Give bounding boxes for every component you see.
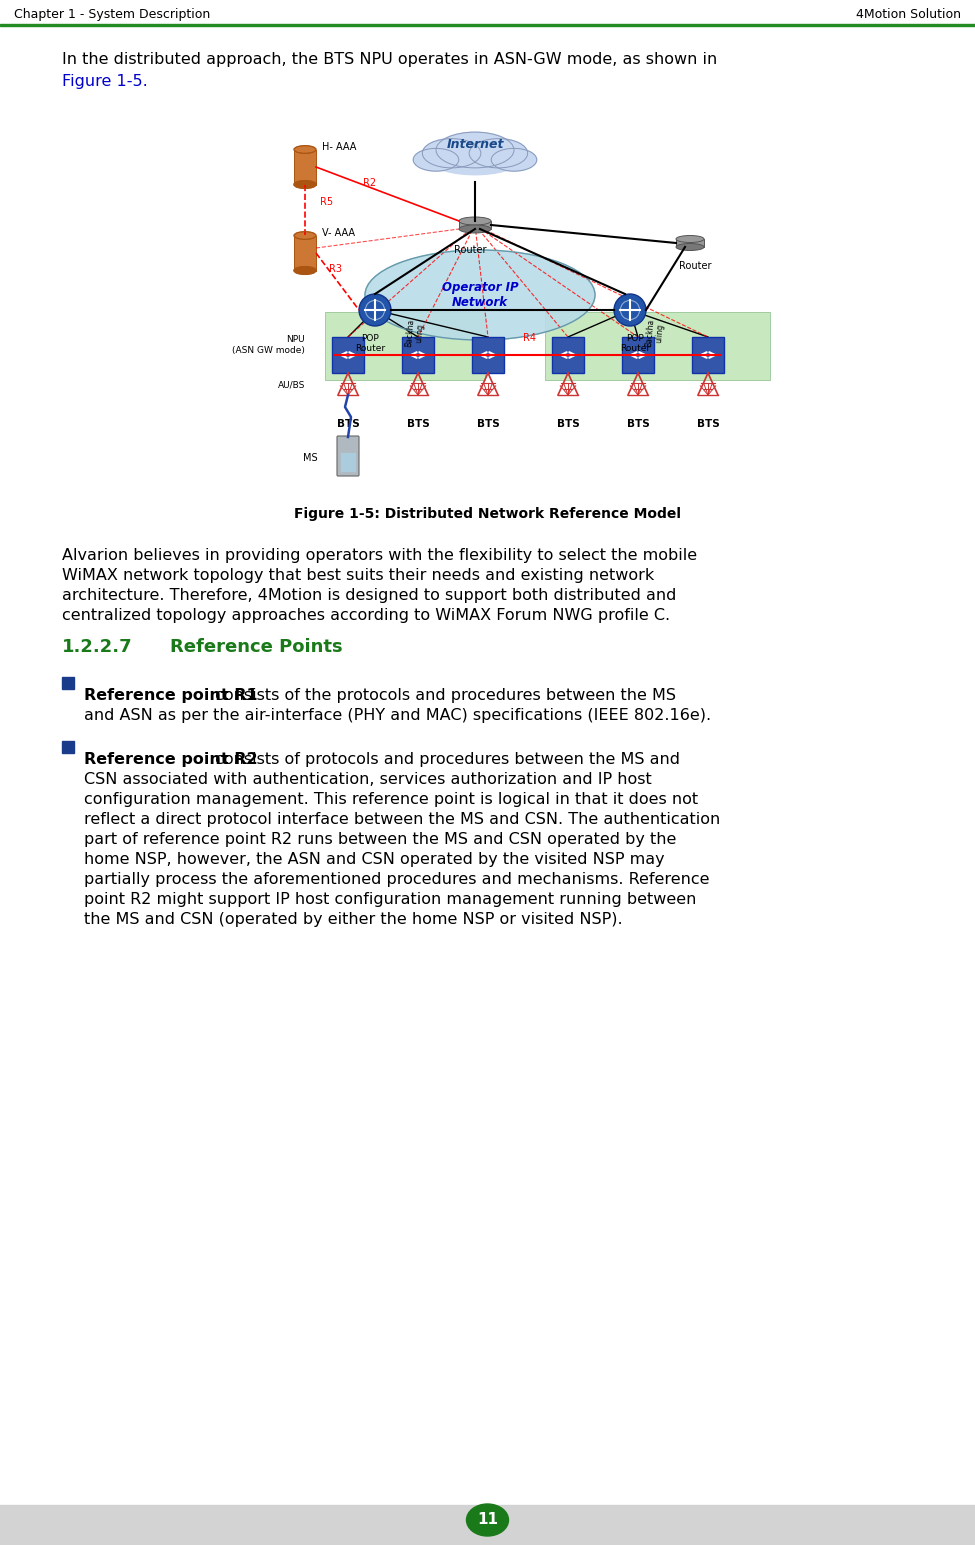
Text: Reference Points: Reference Points [170, 638, 342, 657]
Bar [294, 150, 316, 184]
Ellipse shape [436, 133, 514, 168]
Ellipse shape [491, 148, 537, 171]
Text: POP
Router: POP Router [620, 334, 650, 354]
Ellipse shape [294, 145, 316, 153]
Text: System Manual: System Manual [854, 1513, 961, 1526]
Text: centralized topology approaches according to WiMAX Forum NWG profile C.: centralized topology approaches accordin… [62, 609, 670, 623]
Text: R2: R2 [364, 178, 376, 188]
FancyBboxPatch shape [337, 436, 359, 476]
Text: architecture. Therefore, 4Motion is designed to support both distributed and: architecture. Therefore, 4Motion is desi… [62, 589, 677, 603]
Text: WiMAX network topology that best suits their needs and existing network: WiMAX network topology that best suits t… [62, 569, 654, 582]
Text: BTS: BTS [336, 419, 360, 430]
Text: Figure 1-5.: Figure 1-5. [62, 74, 148, 90]
Text: BTS: BTS [407, 419, 429, 430]
Ellipse shape [469, 139, 527, 168]
Text: consists of the protocols and procedures between the MS: consists of the protocols and procedures… [210, 688, 676, 703]
Bar [0, 23, 975, 26]
Ellipse shape [413, 148, 459, 171]
Ellipse shape [433, 148, 518, 175]
Bar [545, 312, 770, 380]
Text: BTS: BTS [696, 419, 720, 430]
Text: Chapter 1 - System Description: Chapter 1 - System Description [14, 8, 211, 22]
Text: 1.2.2.7: 1.2.2.7 [62, 638, 133, 657]
Text: Operator IP
Network: Operator IP Network [442, 281, 519, 309]
Bar [0, 1505, 975, 1545]
Bar [120, 94, 870, 494]
Text: Alvarion believes in providing operators with the flexibility to select the mobi: Alvarion believes in providing operators… [62, 548, 697, 562]
Ellipse shape [294, 267, 316, 275]
Text: Router: Router [679, 261, 711, 270]
Ellipse shape [294, 232, 316, 239]
Ellipse shape [676, 244, 704, 250]
Text: BTS: BTS [477, 419, 499, 430]
Text: NPU
(ASN GW mode): NPU (ASN GW mode) [232, 335, 305, 355]
Text: 4Motion: 4Motion [14, 1513, 70, 1526]
Bar [692, 337, 724, 372]
Circle shape [614, 294, 646, 326]
Text: part of reference point R2 runs between the MS and CSN operated by the: part of reference point R2 runs between … [84, 833, 677, 847]
Ellipse shape [466, 1503, 509, 1536]
Bar [62, 677, 74, 689]
Text: CSN associated with authentication, services authorization and IP host: CSN associated with authentication, serv… [84, 772, 651, 786]
Ellipse shape [459, 216, 491, 226]
Ellipse shape [365, 250, 595, 340]
Bar [62, 742, 74, 752]
Text: 11: 11 [477, 1513, 498, 1528]
Text: Reference point R1: Reference point R1 [84, 688, 257, 703]
Text: Internet: Internet [447, 139, 504, 151]
Ellipse shape [459, 226, 491, 233]
Circle shape [359, 294, 391, 326]
Text: R4: R4 [524, 334, 536, 343]
Text: In the distributed approach, the BTS NPU operates in ASN-GW mode, as shown in: In the distributed approach, the BTS NPU… [62, 53, 718, 66]
Bar [341, 453, 355, 471]
Text: AU/BS: AU/BS [278, 380, 305, 389]
Text: Router: Router [453, 246, 487, 255]
Bar [459, 221, 491, 229]
Text: BTS: BTS [557, 419, 579, 430]
Ellipse shape [294, 181, 316, 188]
Text: Backha
uling: Backha uling [404, 318, 426, 348]
Text: configuration management. This reference point is logical in that it does not: configuration management. This reference… [84, 793, 698, 806]
Bar [294, 235, 316, 270]
Text: consists of protocols and procedures between the MS and: consists of protocols and procedures bet… [210, 752, 680, 766]
Text: Reference point R2: Reference point R2 [84, 752, 257, 766]
Bar [676, 239, 704, 247]
Text: R3: R3 [329, 264, 341, 273]
Text: BTS: BTS [627, 419, 649, 430]
Text: H- AAA: H- AAA [322, 142, 357, 151]
Bar [402, 337, 434, 372]
Text: point R2 might support IP host configuration management running between: point R2 might support IP host configura… [84, 891, 696, 907]
Text: R5: R5 [320, 198, 333, 207]
Text: V- AAA: V- AAA [322, 229, 355, 238]
Text: and ASN as per the air-interface (PHY and MAC) specifications (IEEE 802.16e).: and ASN as per the air-interface (PHY an… [84, 708, 711, 723]
Text: the MS and CSN (operated by either the home NSP or visited NSP).: the MS and CSN (operated by either the h… [84, 912, 623, 927]
Text: partially process the aforementioned procedures and mechanisms. Reference: partially process the aforementioned pro… [84, 871, 710, 887]
Bar [325, 312, 485, 380]
Bar [472, 337, 504, 372]
Text: home NSP, however, the ASN and CSN operated by the visited NSP may: home NSP, however, the ASN and CSN opera… [84, 851, 665, 867]
Ellipse shape [676, 235, 704, 243]
Text: Figure 1-5: Distributed Network Reference Model: Figure 1-5: Distributed Network Referenc… [294, 507, 681, 521]
Text: 4Motion Solution: 4Motion Solution [856, 8, 961, 22]
Text: Backha
uling: Backha uling [644, 318, 666, 348]
Ellipse shape [422, 139, 481, 168]
Bar [622, 337, 654, 372]
Text: MS: MS [303, 453, 318, 463]
Text: reflect a direct protocol interface between the MS and CSN. The authentication: reflect a direct protocol interface betw… [84, 813, 721, 827]
Text: POP
Router: POP Router [355, 334, 385, 354]
Bar [332, 337, 364, 372]
Bar [552, 337, 584, 372]
